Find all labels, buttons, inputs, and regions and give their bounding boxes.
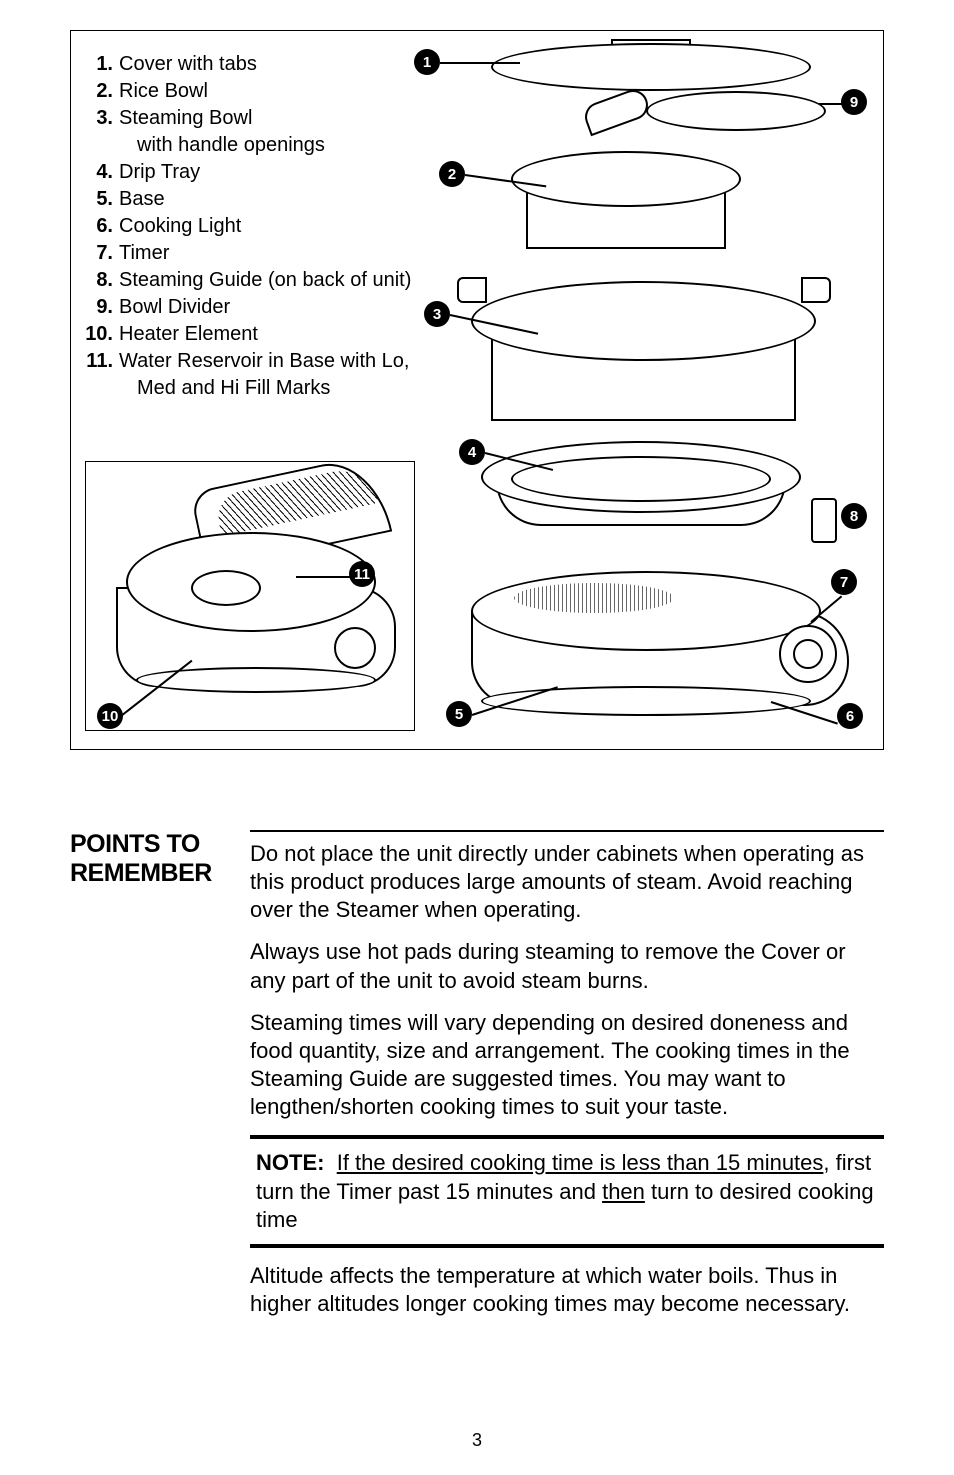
part-label: Cooking Light [119,213,241,240]
part-label: Water Reservoir in Base with Lo, [119,348,409,375]
diagram-shape [511,151,741,207]
part-num: 5. [83,186,113,213]
note-text: If the desired cooking time is less than… [337,1150,824,1175]
part-label: Heater Element [119,321,258,348]
diagram-shape [811,498,837,543]
part-label: Rice Bowl [119,78,208,105]
part-label: Base [119,186,165,213]
callout-3: 3 [424,301,450,327]
section-body: Do not place the unit directly under cab… [250,830,884,1332]
part-num: 2. [83,78,113,105]
part-label: Steaming Guide (on back of unit) [119,267,411,294]
list-item: 8.Steaming Guide (on back of unit) [83,267,411,294]
part-num: 6. [83,213,113,240]
diagram-shape [481,686,811,716]
body-para: Always use hot pads during steaming to r… [250,938,884,994]
diagram-shape [514,583,674,613]
body-para: Altitude affects the temperature at whic… [250,1262,884,1318]
diagram-shape [334,627,376,669]
part-num: 10. [83,321,113,348]
part-num: 3. [83,105,113,132]
diagram-shape [581,86,652,136]
callout-10: 10 [97,703,123,729]
list-item: 5.Base [83,186,411,213]
callout-5: 5 [446,701,472,727]
parts-diagram: 1.Cover with tabs 2.Rice Bowl 3.Steaming… [70,30,884,750]
diagram-shape [793,639,823,669]
part-label: Cover with tabs [119,51,257,78]
part-label: Bowl Divider [119,294,230,321]
part-num: 8. [83,267,113,294]
diagram-shape [457,277,487,303]
callout-8: 8 [841,503,867,529]
list-item: 2.Rice Bowl [83,78,411,105]
body-para: Do not place the unit directly under cab… [250,830,884,924]
note-label: NOTE: [256,1150,324,1175]
section-title: POINTS TO REMEMBER [70,830,230,1332]
diagram-shape [191,570,261,606]
list-item: 4.Drip Tray [83,159,411,186]
diagram-shape [801,277,831,303]
title-line: POINTS TO [70,830,200,858]
list-item: 7.Timer [83,240,411,267]
callout-1: 1 [414,49,440,75]
part-num: 9. [83,294,113,321]
note-box: NOTE: If the desired cooking time is les… [250,1135,884,1247]
part-label: Timer [119,240,169,267]
diagram-shape [511,456,771,502]
part-label: Steaming Bowl [119,105,252,132]
page-number: 3 [0,1430,954,1451]
list-item: 9.Bowl Divider [83,294,411,321]
list-item: 1.Cover with tabs [83,51,411,78]
diagram-shape [646,91,826,131]
part-num: 7. [83,240,113,267]
callout-9: 9 [841,89,867,115]
part-sublabel: Med and Hi Fill Marks [137,375,411,402]
part-num: 4. [83,159,113,186]
list-item: 10.Heater Element [83,321,411,348]
callout-7: 7 [831,569,857,595]
body-para: Steaming times will vary depending on de… [250,1009,884,1122]
diagram-shape [471,571,821,651]
title-line: REMEMBER [70,859,212,887]
list-item: 6.Cooking Light [83,213,411,240]
part-num: 1. [83,51,113,78]
list-item: 11.Water Reservoir in Base with Lo, [83,348,411,375]
leader-line [296,576,351,578]
callout-2: 2 [439,161,465,187]
diagram-shape [136,667,376,693]
note-text: then [602,1179,645,1204]
parts-list: 1.Cover with tabs 2.Rice Bowl 3.Steaming… [83,51,411,402]
callout-11: 11 [349,561,375,587]
leader-line [440,62,520,64]
part-num: 11. [83,348,113,375]
part-sublabel: with handle openings [137,132,411,159]
points-section: POINTS TO REMEMBER Do not place the unit… [70,830,884,1332]
diagram-shape [491,43,811,91]
callout-6: 6 [837,703,863,729]
callout-4: 4 [459,439,485,465]
diagram-shape [471,281,816,361]
list-item: 3.Steaming Bowl [83,105,411,132]
part-label: Drip Tray [119,159,200,186]
base-detail-box [85,461,415,731]
